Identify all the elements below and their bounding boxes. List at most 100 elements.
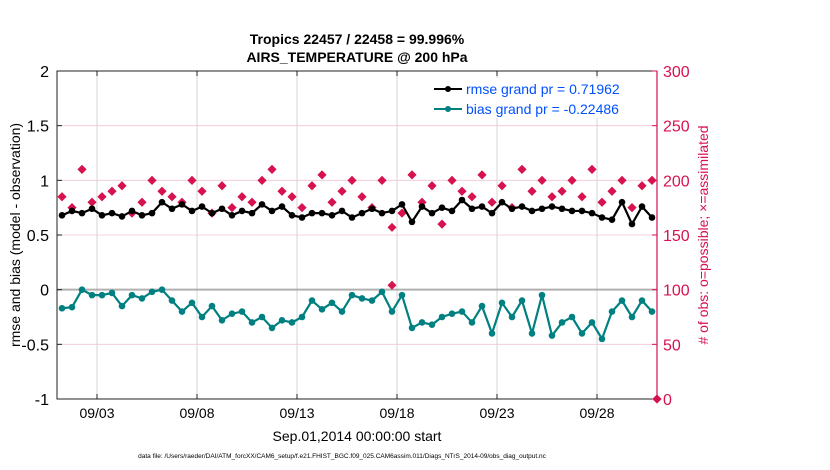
bias-marker [128,291,136,299]
x-axis-label: Sep.01,2014 00:00:00 start [273,428,442,444]
bias-marker [428,321,436,328]
obs-assimilated-marker [107,186,117,196]
x-tick-label: 09/23 [479,405,514,421]
rmse-marker [178,201,186,208]
obs-assimilated-marker [247,197,257,207]
bias-marker [208,302,216,310]
obs-assimilated-marker [547,192,557,202]
y2-tick-label: 200 [663,173,690,190]
obs-assimilated-marker [317,170,327,180]
rmse-marker [308,209,316,217]
rmse-marker [238,207,246,215]
data-marks [57,164,662,404]
obs-assimilated-marker [377,175,387,185]
rmse-marker [438,204,446,211]
rmse-marker [348,214,356,221]
obs-assimilated-marker [607,186,617,196]
bias-marker [148,288,156,296]
legend-rmse-marker [445,86,451,92]
rmse-marker [488,209,496,217]
x-tick-label: 09/08 [179,405,214,421]
obs-assimilated-marker [77,164,87,174]
rmse-marker [198,203,206,210]
y-tick-label: -0.5 [21,337,49,354]
rmse-marker [538,205,546,213]
rmse-marker [88,205,96,213]
rmse-marker [528,207,536,215]
y-tick-label: 2 [40,64,49,81]
bias-marker [388,308,396,315]
rmse-marker [478,203,486,210]
bias-marker [98,291,106,299]
rmse-marker [318,209,326,217]
obs-assimilated-marker [387,280,397,290]
y-tick-label: 0.5 [27,228,49,245]
rmse-marker [68,207,76,215]
obs-assimilated-marker [147,175,157,185]
bias-marker [368,297,376,304]
rmse-marker [218,205,226,213]
obs-assimilated-marker [97,192,107,202]
bias-marker [438,313,446,321]
obs-assimilated-marker [527,186,537,196]
bias-marker [168,297,176,304]
obs-assimilated-marker [407,170,417,180]
bias-marker [118,302,126,310]
y-tick-label: -1 [35,392,49,409]
bias-marker [418,319,426,326]
bias-marker [268,324,276,332]
obs-assimilated-marker [587,164,597,174]
chart-title: Tropics 22457 / 22458 = 99.996% [250,31,465,47]
legend: rmse grand pr = 0.71962 bias grand pr = … [430,78,652,118]
rmse-marker [388,207,396,215]
x-tick-label: 09/03 [79,405,114,421]
obs-assimilated-marker [57,192,67,202]
axis-ticks: -1 -0.5 0 0.5 1 1.5 2 0 50 100 150 200 250 300 09/03 09… [21,64,689,421]
y2-tick-label: 150 [663,228,690,245]
rmse-marker [398,201,406,208]
y2-axis-label: # of obs: o=possible; ×=assimilated [695,125,711,344]
obs-assimilated-marker [167,192,177,202]
obs-possible-marker [387,222,397,232]
obs-assimilated-marker [357,192,367,202]
bias-marker [628,313,636,321]
bias-marker [68,303,76,311]
bias-marker [618,297,626,304]
bias-marker [558,319,566,326]
obs-assimilated-marker [467,192,477,202]
rmse-marker [368,205,376,213]
bias-marker [498,299,506,307]
y-axis-label: rmse and bias (model - observation) [7,123,23,347]
y2-tick-label: 0 [663,392,672,409]
rmse-marker [558,205,566,213]
rmse-marker [278,203,286,210]
y-tick-label: 1.5 [27,119,49,136]
bias-marker [578,330,586,337]
rmse-marker [58,212,66,219]
bias-marker [258,313,266,321]
rmse-marker [358,209,366,217]
rmse-marker [638,203,646,210]
y2-tick-label: 250 [663,119,690,136]
obs-assimilated-marker [287,192,297,202]
rmse-marker [168,205,176,213]
rmse-marker [458,196,466,204]
y2-tick-label: 300 [663,64,690,81]
rmse-marker [588,209,596,217]
bias-marker [448,310,456,318]
rmse-marker [568,207,576,215]
bias-marker [198,313,206,321]
obs-assimilated-marker [337,186,347,196]
bias-marker [178,308,186,315]
legend-bias-label: bias grand pr = -0.22486 [466,101,619,117]
y2-tick-label: 50 [663,337,681,354]
rmse-marker [468,205,476,213]
rmse-marker [268,207,276,215]
obs-assimilated-marker [307,181,317,191]
bias-marker [478,302,486,310]
bias-marker [398,291,406,299]
obs-assimilated-marker [427,181,437,191]
obs-assimilated-marker [137,197,147,207]
rmse-marker [418,203,426,210]
obs-assimilated-marker [447,175,457,185]
